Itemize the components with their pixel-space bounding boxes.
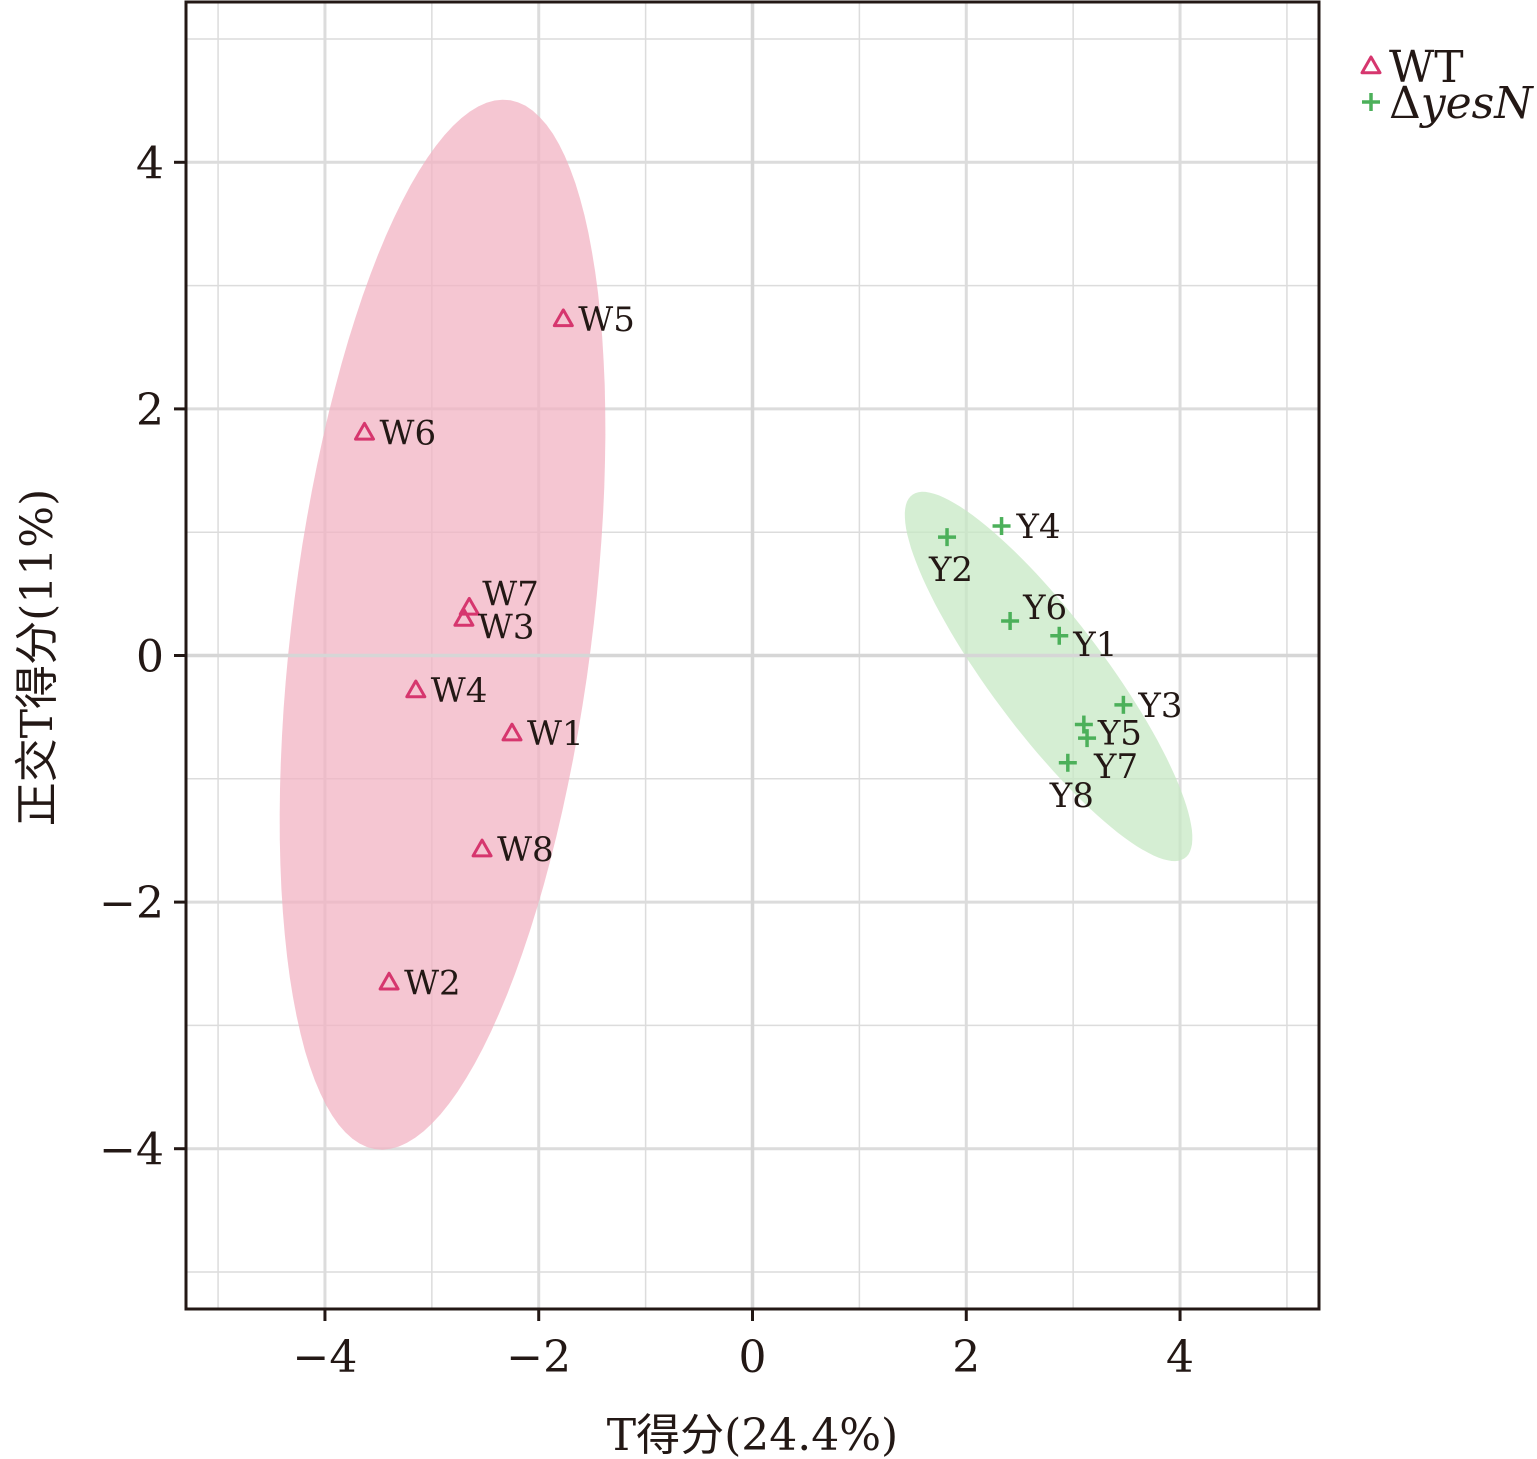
- marker-Y7: [1078, 729, 1097, 748]
- legend-marker-ΔyesN: [1362, 93, 1380, 111]
- point-label-Y7: Y7: [1093, 747, 1138, 787]
- point-label-W2: W2: [404, 963, 461, 1003]
- x-tick-label: −2: [506, 1332, 571, 1383]
- point-label-Y6: Y6: [1022, 588, 1067, 628]
- legend-marker-WT: [1360, 55, 1382, 75]
- x-tick-label: 0: [739, 1332, 767, 1383]
- point-label-W8: W8: [497, 830, 554, 870]
- x-tick-label: 2: [952, 1332, 980, 1383]
- x-tick-label: 4: [1166, 1332, 1194, 1383]
- marker-Y4: [992, 517, 1011, 536]
- zero-lines: [186, 2, 1319, 1309]
- point-label-W4: W4: [431, 671, 488, 711]
- legend-label: ΔyesN: [1389, 78, 1534, 129]
- point-label-Y1: Y1: [1072, 625, 1117, 665]
- data-points: [354, 308, 1133, 991]
- marker-W3: [453, 608, 475, 627]
- point-label-W5: W5: [578, 300, 635, 340]
- axis-ticks: −4 −2 0 2 4 −4 −2 0 2 4: [99, 138, 1194, 1383]
- y-axis-label: 正交T得分(11%): [12, 489, 63, 826]
- point-label-Y4: Y4: [1016, 507, 1061, 547]
- marker-Y1: [1050, 626, 1069, 645]
- x-tick-label: −4: [293, 1332, 358, 1383]
- point-label-Y5: Y5: [1097, 714, 1142, 754]
- ellipse-ΔyesN: [904, 491, 1193, 862]
- point-label-W6: W6: [380, 413, 437, 453]
- point-label-W7: W7: [482, 574, 539, 614]
- marker-Y2: [938, 528, 957, 547]
- marker-W5: [552, 308, 574, 328]
- legend-label: WT: [1389, 42, 1464, 93]
- point-label-W1: W1: [527, 714, 584, 754]
- marker-Y6: [1001, 611, 1020, 630]
- point-label-Y8: Y8: [1049, 776, 1094, 816]
- point-label-W3: W3: [478, 608, 535, 648]
- x-axis-label: T得分(24.4%): [607, 1410, 898, 1459]
- marker-Y8: [1058, 753, 1077, 772]
- y-tick-label: 0: [136, 632, 164, 683]
- marker-Y5: [1074, 715, 1093, 734]
- point-label-Y3: Y3: [1137, 686, 1182, 726]
- y-tick-label: −4: [99, 1125, 164, 1176]
- y-tick-label: 2: [136, 385, 164, 436]
- marker-W8: [471, 838, 493, 858]
- marker-W7: [458, 596, 480, 616]
- marker-W2: [378, 971, 400, 991]
- confidence-ellipses: [279, 99, 1193, 1150]
- marker-W1: [501, 722, 523, 742]
- marker-W4: [405, 679, 427, 699]
- marker-Y3: [1114, 695, 1133, 714]
- y-tick-label: −2: [99, 878, 164, 929]
- marker-W6: [354, 421, 376, 441]
- y-tick-label: 4: [136, 138, 164, 189]
- ellipse-WT: [279, 99, 606, 1150]
- point-label-Y2: Y2: [928, 550, 973, 590]
